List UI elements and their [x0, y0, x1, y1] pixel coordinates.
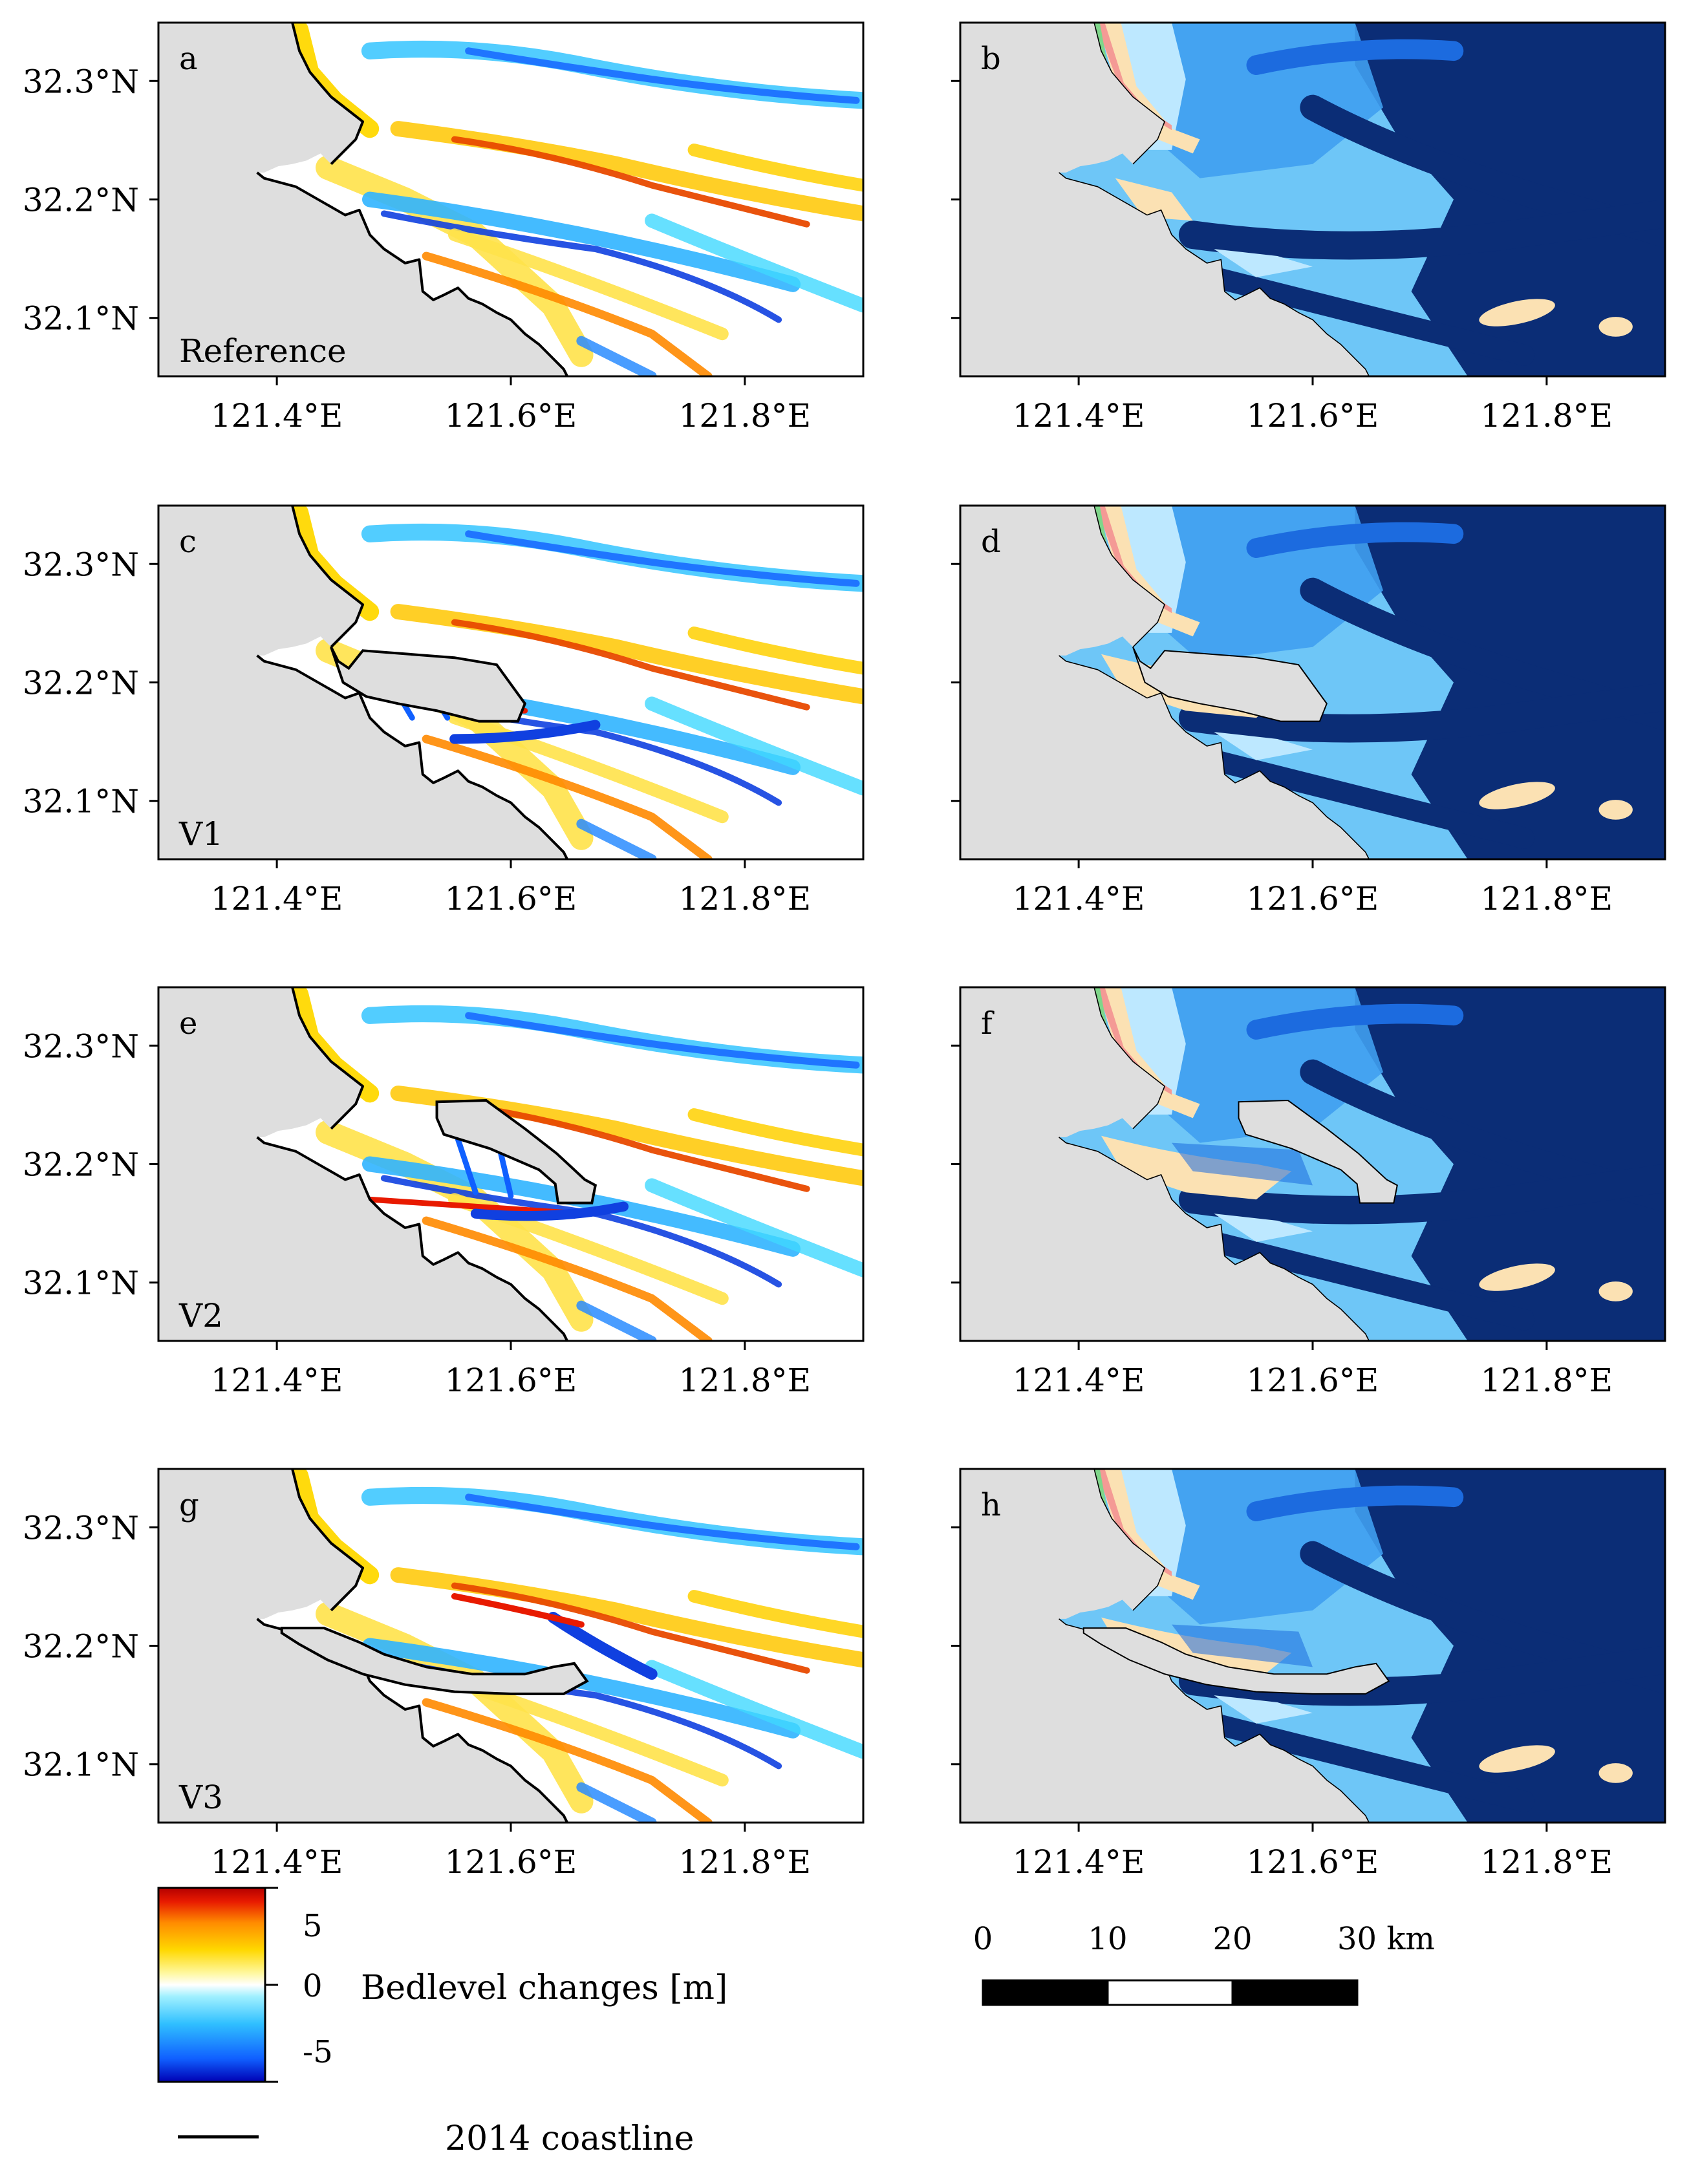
coastline — [1059, 23, 1370, 376]
panel-letter: b — [981, 41, 1001, 77]
land-area — [960, 987, 1370, 1341]
coastline-legend: 2014 coastline — [178, 2119, 694, 2158]
map-panel-b: b 121.4°E 121.6°E 121.8°E — [951, 21, 1666, 434]
coastline — [257, 987, 568, 1341]
longitude-tick-label: 121.6°E — [445, 1362, 577, 1399]
scale-bar-label: 20 — [1212, 1921, 1252, 1957]
land-area — [158, 987, 568, 1341]
longitude-tick-label: 121.8°E — [1481, 880, 1613, 917]
latitude-tick-label: 32.2°N — [23, 182, 139, 219]
longitude-tick-label: 121.6°E — [1247, 397, 1379, 434]
longitude-tick-label: 121.8°E — [679, 880, 812, 917]
longitude-tick-label: 121.4°E — [211, 1362, 343, 1399]
longitude-tick-label: 121.6°E — [1247, 1362, 1379, 1399]
scale-bar-segment — [1231, 1979, 1359, 2006]
latitude-tick-label: 32.1°N — [23, 1746, 139, 1784]
latitude-tick-label: 32.1°N — [23, 783, 139, 820]
longitude-tick-label: 121.4°E — [211, 1843, 343, 1881]
scenario-label: V1 — [178, 815, 223, 853]
panel-letter: c — [179, 524, 197, 560]
panel-letter: e — [179, 1005, 197, 1042]
coastline-legend-label: 2014 coastline — [445, 2119, 694, 2158]
scenario-label: Reference — [179, 332, 347, 370]
land-area — [960, 23, 1370, 376]
latitude-tick-label: 32.3°N — [23, 1509, 139, 1547]
longitude-tick-label: 121.4°E — [1013, 1362, 1145, 1399]
land-area — [158, 1469, 568, 1823]
land-area — [960, 1469, 1370, 1823]
colorbar-tick-label: -5 — [303, 2034, 333, 2070]
scale-bar-segment — [982, 1979, 1109, 2006]
scale-bar-label: 0 — [973, 1921, 993, 1957]
colorbar-tick-label: 0 — [303, 1968, 323, 2004]
map-panel-e: e V2 32.3°N 32.2°N 32.1°N 121.4°E 121.6°E 121.8… — [23, 986, 865, 1399]
colorbar-tick-label: 5 — [303, 1908, 323, 1944]
longitude-tick-label: 121.8°E — [679, 1843, 812, 1881]
longitude-tick-label: 121.4°E — [1013, 1843, 1145, 1881]
map-panel-d: d 121.4°E 121.6°E 121.8°E — [951, 504, 1666, 917]
map-panel-h: h 121.4°E 121.6°E 121.8°E — [951, 1468, 1666, 1881]
coastline — [1059, 506, 1370, 859]
colorbar-label: Bedlevel changes [m] — [361, 1969, 727, 2007]
longitude-tick-label: 121.6°E — [1247, 880, 1379, 917]
reclamation-area — [1084, 1628, 1389, 1694]
longitude-tick-label: 121.4°E — [211, 880, 343, 917]
land-area — [960, 506, 1370, 859]
panel-letter: g — [179, 1487, 199, 1523]
panel-letter: h — [981, 1487, 1001, 1523]
map-panel-c: c V1 32.3°N 32.2°N 32.1°N 121.4°E 121.6°E 121.8… — [23, 504, 865, 917]
longitude-tick-label: 121.8°E — [679, 1362, 812, 1399]
panel-letter: d — [981, 524, 1001, 560]
longitude-tick-label: 121.8°E — [1481, 1843, 1613, 1881]
reclamation-area — [437, 1100, 596, 1203]
colorbar: 5 0 -5 Bedlevel changes [m] — [157, 1887, 727, 2083]
scenario-label: V2 — [178, 1297, 223, 1334]
colorbar-gradient — [157, 1887, 266, 2083]
latitude-tick-label: 32.1°N — [23, 1265, 139, 1302]
scale-bar: 0 10 20 30 km — [973, 1921, 1435, 2006]
panel-letter: a — [179, 41, 198, 77]
coastline — [257, 506, 568, 859]
scale-bar-label: 30 km — [1337, 1921, 1435, 1957]
scale-bar-segment — [1106, 1979, 1234, 2006]
longitude-tick-label: 121.8°E — [1481, 1362, 1613, 1399]
coastline — [1059, 987, 1370, 1341]
scale-bar-label: 10 — [1088, 1921, 1127, 1957]
land-area — [158, 506, 568, 859]
longitude-tick-label: 121.6°E — [445, 880, 577, 917]
panel-letter: f — [981, 1005, 995, 1042]
longitude-tick-label: 121.6°E — [445, 1843, 577, 1881]
longitude-tick-label: 121.8°E — [679, 397, 812, 434]
reclamation-area — [331, 647, 525, 722]
longitude-tick-label: 121.4°E — [1013, 880, 1145, 917]
longitude-tick-label: 121.6°E — [1247, 1843, 1379, 1881]
longitude-tick-label: 121.8°E — [1481, 397, 1613, 434]
map-panel-f: f 121.4°E 121.6°E 121.8°E — [951, 986, 1666, 1399]
land-area — [158, 23, 568, 376]
latitude-tick-label: 32.3°N — [23, 63, 139, 100]
longitude-tick-label: 121.4°E — [211, 397, 343, 434]
latitude-tick-label: 32.3°N — [23, 1027, 139, 1065]
map-panel-a: a Reference 32.3°N 32.2°N 32.1°N 121.4°E 121.6… — [23, 21, 865, 434]
latitude-tick-label: 32.2°N — [23, 1146, 139, 1184]
latitude-tick-label: 32.2°N — [23, 1628, 139, 1665]
map-panel-g: g V3 32.3°N 32.2°N 32.1°N 121.4°E 121.6°E 121.8… — [23, 1468, 865, 1881]
latitude-tick-label: 32.2°N — [23, 665, 139, 702]
coastline — [257, 23, 568, 376]
scenario-label: V3 — [178, 1779, 223, 1816]
reclamation-area — [282, 1628, 587, 1694]
latitude-tick-label: 32.1°N — [23, 300, 139, 337]
reclamation-area — [1133, 647, 1327, 722]
longitude-tick-label: 121.6°E — [445, 397, 577, 434]
reclamation-area — [1239, 1100, 1397, 1203]
longitude-tick-label: 121.4°E — [1013, 397, 1145, 434]
latitude-tick-label: 32.3°N — [23, 546, 139, 583]
